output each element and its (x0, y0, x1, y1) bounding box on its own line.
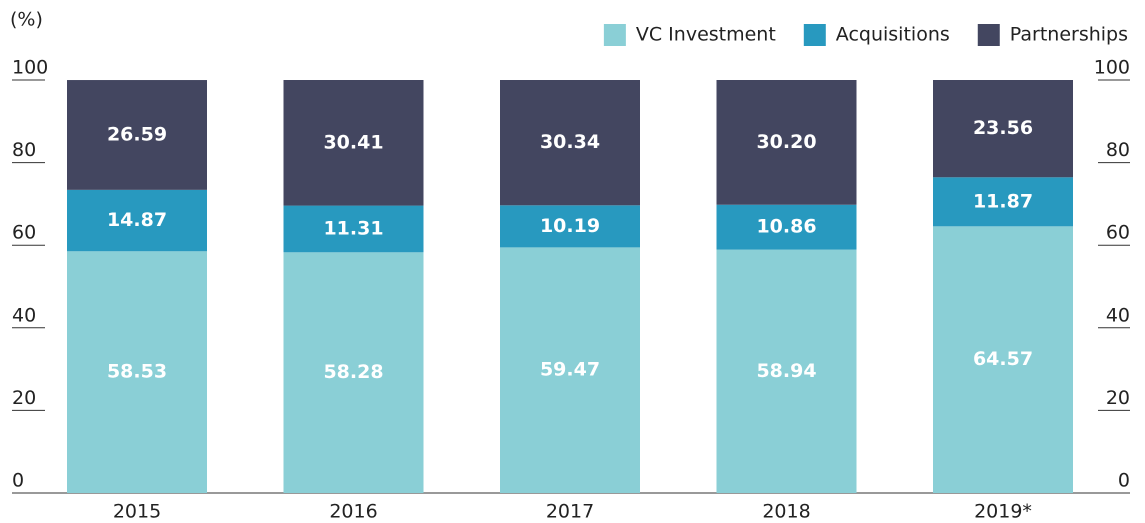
data-label: 30.34 (540, 131, 600, 153)
legend-swatch (977, 24, 1000, 46)
data-label: 14.87 (107, 209, 167, 231)
bar-segment (67, 189, 207, 252)
bar-segment (500, 205, 640, 248)
legend-swatch (803, 24, 826, 46)
legend-label: Acquisitions (836, 24, 950, 46)
data-label: 11.87 (973, 190, 1033, 212)
data-label: 58.94 (756, 360, 816, 382)
data-label: 30.41 (323, 131, 383, 153)
y-tick-label: 80 (12, 139, 36, 161)
legend-label: Partnerships (1010, 24, 1128, 46)
bar-segment (283, 80, 424, 206)
bar-segment (67, 80, 207, 190)
legend-swatch (603, 24, 626, 46)
bar-segment (933, 80, 1073, 178)
y2-tick-label: 80 (1106, 139, 1130, 161)
data-label: 26.59 (107, 123, 167, 145)
data-label: 58.53 (107, 361, 167, 383)
x-tick-label: 2016 (329, 501, 377, 523)
bar-segment (500, 247, 640, 493)
bar-segment (716, 204, 857, 250)
data-label: 10.19 (540, 215, 600, 237)
y2-tick-label: 0 (1118, 470, 1130, 492)
y-axis-label: (%) (10, 9, 43, 31)
y2-tick-label: 100 (1094, 57, 1130, 79)
bar-segment (933, 226, 1073, 493)
bar-segment (716, 80, 857, 205)
bar-segment (283, 252, 424, 493)
bar-segment (283, 205, 424, 253)
data-label: 23.56 (973, 117, 1033, 139)
bar-segment (500, 80, 640, 206)
data-label: 10.86 (756, 216, 816, 238)
y-tick-label: 20 (12, 387, 36, 409)
data-label: 30.20 (756, 131, 816, 153)
legend-label: VC Investment (636, 24, 776, 46)
x-tick-label: 2015 (113, 501, 161, 523)
data-label: 58.28 (323, 361, 383, 383)
y2-tick-label: 20 (1106, 387, 1130, 409)
bar-segment (933, 177, 1073, 227)
x-tick-label: 2019* (974, 501, 1032, 523)
y-tick-label: 100 (12, 57, 48, 79)
y-tick-label: 0 (12, 470, 24, 492)
bar-segment (67, 251, 207, 493)
x-tick-label: 2018 (762, 501, 810, 523)
y2-tick-label: 60 (1106, 222, 1130, 244)
x-tick-label: 2017 (546, 501, 594, 523)
data-label: 59.47 (540, 359, 600, 381)
y2-tick-label: 40 (1106, 304, 1130, 326)
bar-segment (716, 249, 857, 493)
y-tick-label: 60 (12, 222, 36, 244)
data-label: 11.31 (323, 217, 383, 239)
y-tick-label: 40 (12, 304, 36, 326)
data-label: 64.57 (973, 348, 1033, 370)
